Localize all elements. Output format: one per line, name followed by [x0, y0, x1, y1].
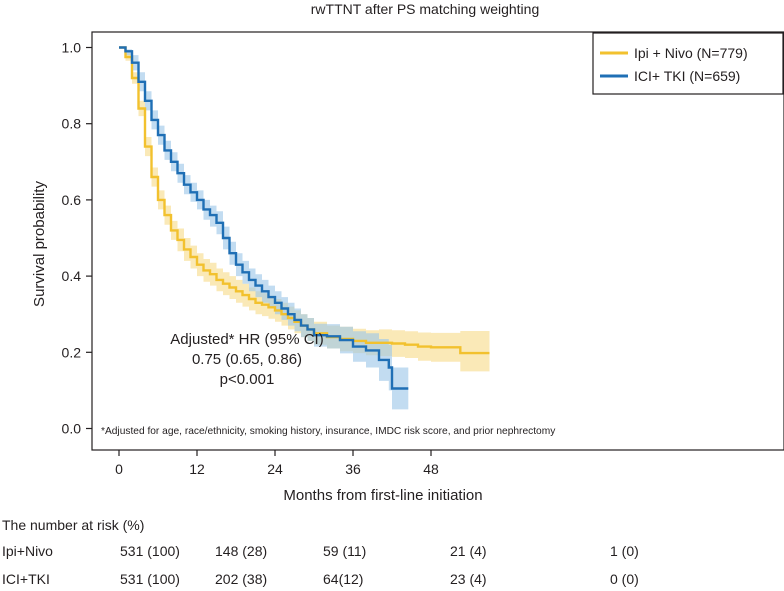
- risk-row-label: Ipi+Nivo: [2, 543, 53, 559]
- risk-table-title: The number at risk (%): [2, 517, 145, 533]
- series-line-ici-tki: [119, 46, 409, 390]
- series-line-ipi-nivo: [119, 46, 490, 355]
- x-axis-label: Months from first-line initiation: [283, 487, 482, 504]
- y-tick-label: 0.0: [62, 421, 82, 437]
- km-chart: rwTTNT after PS matching weighting 0.00.…: [31, 1, 784, 504]
- risk-cell: 64(12): [323, 571, 364, 587]
- y-axis-label: Survival probability: [31, 181, 48, 307]
- chart-title: rwTTNT after PS matching weighting: [311, 1, 540, 17]
- x-axis: 0 12 24 36 48: [115, 450, 439, 477]
- risk-cell: 59 (11): [323, 543, 367, 559]
- x-tick-label: 24: [267, 461, 283, 477]
- ci-band-ipi-nivo: [119, 47, 490, 372]
- legend: Ipi + Nivo (N=779) ICI+ TKI (N=659): [592, 32, 784, 95]
- risk-cell: 21 (4): [450, 543, 487, 559]
- y-tick-label: 0.8: [62, 116, 82, 132]
- risk-cell: 148 (28): [215, 543, 268, 559]
- y-tick-label: 1.0: [62, 40, 82, 56]
- survival-curves: [119, 46, 490, 390]
- plot-frame: [91, 31, 784, 451]
- risk-row-ici-tki: ICI+TKI 531 (100) 202 (38) 64(12) 23 (4)…: [0, 571, 784, 591]
- x-tick-label: 12: [189, 461, 205, 477]
- risk-cell: 531 (100): [120, 571, 180, 587]
- hr-annotation: Adjusted* HR (95% CI) 0.75 (0.65, 0.86) …: [170, 331, 323, 388]
- y-axis: 0.0 0.2 0.4 0.6 0.8 1.0: [62, 40, 92, 437]
- x-tick-label: 36: [345, 461, 361, 477]
- p-value: p<0.001: [220, 371, 275, 388]
- risk-cell: 531 (100): [120, 543, 180, 559]
- x-tick-label: 0: [115, 461, 123, 477]
- risk-cell: 202 (38): [215, 571, 268, 587]
- confidence-bands: [119, 47, 490, 410]
- risk-row-ipi-nivo: Ipi+Nivo 531 (100) 148 (28) 59 (11) 21 (…: [0, 543, 784, 563]
- footnote: *Adjusted for age, race/ethnicity, smoki…: [101, 426, 556, 437]
- risk-cell: 0 (0): [610, 571, 639, 587]
- legend-label-ipi-nivo: Ipi + Nivo (N=779): [634, 45, 748, 61]
- x-tick-label: 48: [423, 461, 439, 477]
- risk-cell: 23 (4): [450, 571, 487, 587]
- y-tick-label: 0.4: [62, 268, 82, 284]
- risk-row-label: ICI+TKI: [2, 571, 50, 587]
- ci-band-ici-tki: [119, 47, 409, 410]
- hr-value: 0.75 (0.65, 0.86): [192, 351, 302, 368]
- legend-label-ici-tki: ICI+ TKI (N=659): [634, 68, 740, 84]
- y-tick-label: 0.6: [62, 192, 82, 208]
- y-tick-label: 0.2: [62, 344, 82, 360]
- legend-box: [592, 32, 784, 95]
- hr-title: Adjusted* HR (95% CI): [170, 331, 323, 348]
- risk-cell: 1 (0): [610, 543, 639, 559]
